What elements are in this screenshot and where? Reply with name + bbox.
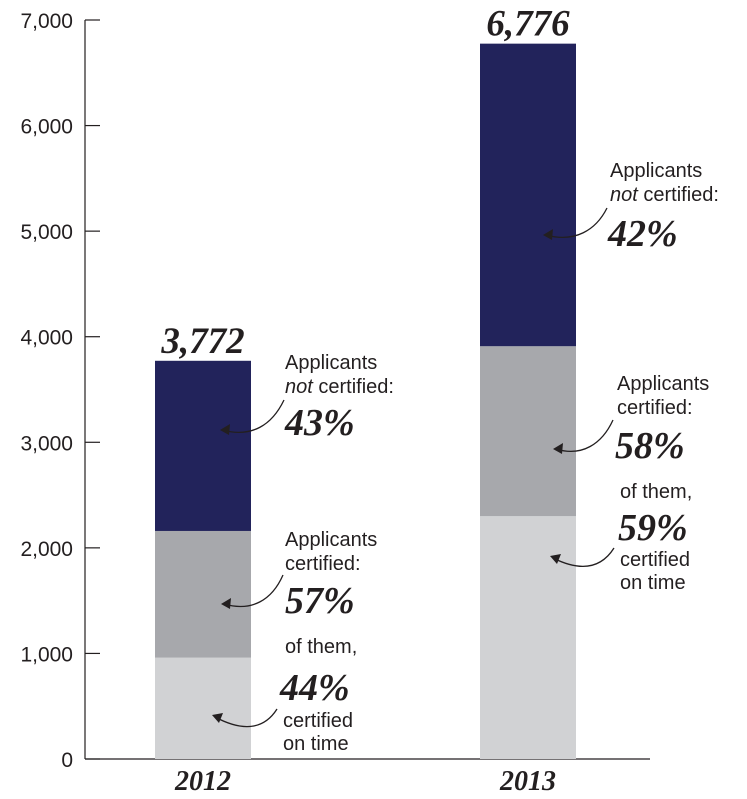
bar-segment-2013-1 (480, 346, 576, 517)
arrowhead-icon (220, 424, 230, 435)
annotation-percent: 59% (618, 507, 688, 549)
annotation-label: certified (283, 710, 353, 732)
annotation-label: on time (620, 572, 686, 594)
annotation-label: certified (620, 549, 690, 571)
annotation-label: of them, (285, 636, 357, 658)
annotation-label: Applicants (617, 373, 709, 395)
x-tick-label: 2012 (174, 766, 231, 797)
arrowhead-icon (543, 229, 553, 240)
y-tick-label: 0 (61, 749, 73, 772)
annotation-percent: 43% (284, 402, 355, 444)
annotation-label-rest: certified: (638, 184, 719, 206)
annotation-2012-on-time: of them, 44% certified on time (212, 636, 357, 755)
annotation-label: certified: (617, 397, 693, 419)
bars: 3,772 2012 6,776 2013 (155, 4, 576, 797)
annotation-2012-not-certified: Applicants not certified: 43% (220, 352, 394, 444)
annotation-arrow (545, 207, 608, 239)
annotation-label: on time (283, 733, 349, 755)
annotation-arrow (221, 399, 285, 434)
x-tick-label: 2013 (499, 766, 556, 797)
annotation-2012-certified: Applicants certified: 57% (221, 529, 377, 622)
annotation-2013-not-certified: Applicants not certified: 42% (543, 160, 719, 255)
annotation-percent: 57% (285, 580, 355, 622)
annotation-label: Applicants (610, 160, 702, 182)
y-tick-label: 3,000 (20, 432, 73, 455)
annotation-arrow (223, 574, 284, 608)
bar-segment-2013-2 (480, 43, 576, 347)
y-tick-label: 5,000 (20, 221, 73, 244)
bar-segment-2012-2 (155, 360, 251, 531)
arrowhead-icon (550, 554, 561, 564)
bar-total-label: 6,776 (486, 4, 570, 45)
annotation-label: of them, (620, 481, 692, 503)
bar-total-label: 3,772 (160, 321, 244, 362)
annotation-arrow (552, 547, 615, 567)
annotation-label: not certified: (285, 376, 394, 398)
arrowhead-icon (553, 443, 563, 454)
annotation-percent: 44% (279, 667, 350, 709)
annotation-2013-certified: Applicants certified: 58% (553, 373, 709, 467)
y-tick-label: 2,000 (20, 538, 73, 561)
annotation-label: not certified: (610, 184, 719, 206)
annotation-label: Applicants (285, 529, 377, 551)
annotation-percent: 58% (615, 425, 685, 467)
annotation-emphasis: not (285, 376, 314, 398)
annotation-2013-on-time: of them, 59% certified on time (550, 481, 692, 594)
bar-segment-2012-1 (155, 530, 251, 658)
annotation-percent: 42% (607, 213, 678, 255)
y-tick-label: 6,000 (20, 116, 73, 139)
y-tick-label: 1,000 (20, 643, 73, 666)
arrowhead-icon (212, 713, 223, 723)
y-tick-label: 4,000 (20, 327, 73, 350)
y-tick-label: 7,000 (20, 10, 73, 33)
annotation-label: Applicants (285, 352, 377, 374)
y-axis: 0 1,000 2,000 3,000 4,000 5,000 6,000 7,000 (20, 10, 650, 772)
arrowhead-icon (221, 598, 231, 609)
annotation-emphasis: not (610, 184, 639, 206)
annotation-label: certified: (285, 553, 361, 575)
annotation-label-rest: certified: (313, 376, 394, 398)
bar-segment-2013-0 (480, 516, 576, 759)
bar-segment-2012-0 (155, 657, 251, 759)
annotation-arrow (214, 708, 278, 728)
annotation-arrow (555, 419, 614, 452)
